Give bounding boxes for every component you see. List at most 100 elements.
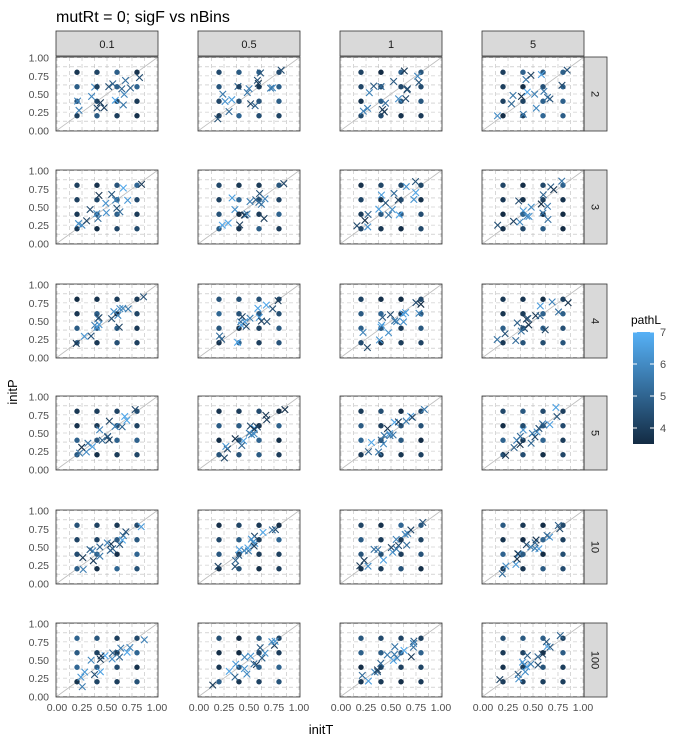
reference-line <box>56 623 158 697</box>
start-point <box>256 182 262 188</box>
start-point <box>216 311 222 317</box>
start-point <box>276 650 282 656</box>
start-point <box>216 423 222 429</box>
start-point <box>114 679 120 685</box>
start-point <box>418 197 424 203</box>
start-point <box>418 635 424 641</box>
end-point <box>231 556 240 565</box>
x-tick-label: 0.50 <box>381 702 402 714</box>
start-point <box>94 452 100 458</box>
end-point <box>126 84 135 92</box>
end-point <box>403 86 411 94</box>
end-point <box>123 648 131 656</box>
panel-border <box>339 283 443 359</box>
start-point <box>94 325 100 331</box>
end-point <box>390 189 398 198</box>
start-point <box>500 113 506 119</box>
y-tick-label: 0.50 <box>29 655 50 667</box>
end-point <box>96 543 104 551</box>
start-point <box>134 69 140 75</box>
end-point <box>546 420 554 429</box>
end-point <box>527 203 535 211</box>
start-point <box>94 635 100 641</box>
start-point <box>94 296 100 302</box>
strip-label-nbins: 4 <box>589 318 601 324</box>
end-point <box>79 553 87 562</box>
end-point <box>214 562 222 571</box>
end-point <box>515 675 523 683</box>
start-point <box>358 296 364 302</box>
end-point <box>80 332 89 340</box>
end-point <box>258 654 266 662</box>
reference-line <box>340 170 442 244</box>
x-tick-label: 0.50 <box>97 702 118 714</box>
start-point <box>540 311 546 317</box>
end-point <box>509 217 518 225</box>
start-point <box>520 69 526 75</box>
end-point <box>531 544 539 553</box>
start-point <box>134 226 140 232</box>
start-point <box>418 551 424 557</box>
start-point <box>378 197 384 203</box>
end-point <box>522 541 531 549</box>
start-point <box>540 679 546 685</box>
end-point <box>359 328 367 337</box>
reference-line <box>198 623 300 697</box>
start-point <box>358 197 364 203</box>
legend-tick-label: 6 <box>660 359 666 371</box>
start-point <box>378 296 384 302</box>
start-point <box>276 635 282 641</box>
end-point <box>94 214 102 223</box>
end-point <box>527 660 535 668</box>
end-point <box>95 426 104 434</box>
end-point <box>407 526 415 534</box>
end-point <box>79 565 87 574</box>
panel-border <box>339 56 443 132</box>
facet-panel <box>197 56 301 132</box>
end-point <box>558 81 566 89</box>
start-point <box>500 84 506 90</box>
start-point <box>276 452 282 458</box>
reference-line <box>340 57 442 131</box>
start-point <box>378 664 384 670</box>
panel-border <box>339 169 443 245</box>
start-point <box>418 437 424 443</box>
end-point <box>537 70 546 79</box>
start-point <box>520 423 526 429</box>
end-point <box>523 651 532 660</box>
start-point <box>236 537 242 543</box>
end-point <box>262 301 271 309</box>
end-point <box>415 78 423 87</box>
end-point <box>502 562 510 570</box>
start-point <box>276 522 282 528</box>
end-point <box>381 199 390 207</box>
end-point <box>380 108 389 116</box>
start-point <box>114 408 120 414</box>
start-point <box>276 537 282 543</box>
end-point <box>411 177 420 186</box>
end-point <box>126 643 134 652</box>
x-tick-label: 0.00 <box>331 702 352 714</box>
end-point <box>123 196 132 204</box>
end-point <box>119 184 128 192</box>
reference-line <box>56 510 158 584</box>
end-point <box>122 528 130 536</box>
start-point <box>216 69 222 75</box>
start-point <box>500 437 506 443</box>
facet-panel <box>481 169 585 245</box>
end-point <box>103 539 112 547</box>
start-point <box>134 311 140 317</box>
end-point <box>513 319 521 327</box>
end-point <box>277 66 285 74</box>
start-point <box>398 566 404 572</box>
end-point <box>113 204 121 212</box>
end-point <box>111 196 120 204</box>
start-point <box>236 197 242 203</box>
end-point <box>81 668 89 676</box>
end-point <box>253 423 262 431</box>
start-point <box>358 679 364 685</box>
start-point <box>276 551 282 557</box>
x-axis-title: initT <box>309 722 334 737</box>
end-point <box>420 405 429 414</box>
start-point <box>418 679 424 685</box>
